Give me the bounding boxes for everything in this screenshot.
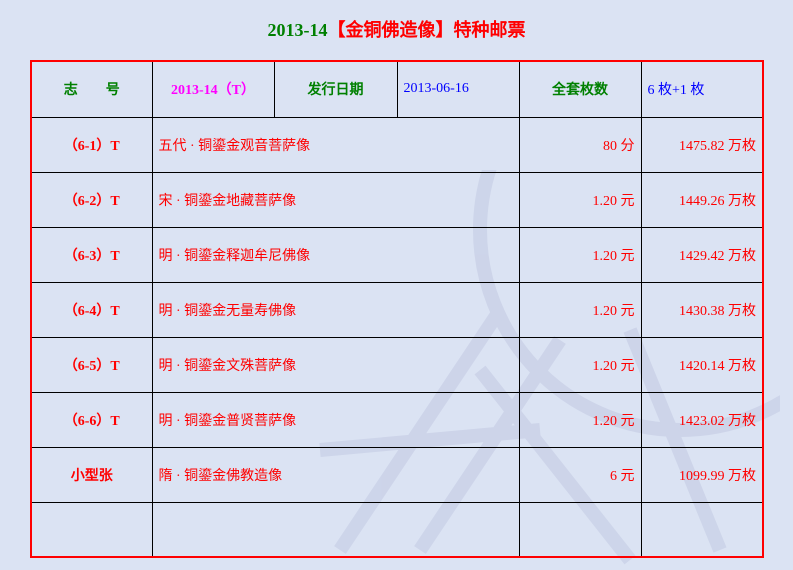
issue-id: 2013-14（T） [151, 61, 275, 118]
stamp-table: 志 号 2013-14（T） 发行日期 2013-06-16 全套枚数 6 枚+… [30, 60, 764, 558]
stamp-no: （6-5）T [31, 336, 153, 393]
set-count: 6 枚+1 枚 [640, 61, 763, 118]
stamp-no: （6-4）T [31, 281, 153, 338]
face-value: 1.20 元 [518, 336, 642, 393]
table-row-partial [31, 501, 763, 558]
stamp-no: （6-2）T [31, 171, 153, 228]
face-value: 1.20 元 [518, 226, 642, 283]
page-title: 2013-14【金铜佛造像】特种邮票 [0, 16, 793, 42]
table-row: 小型张隋 · 铜鎏金佛教造像 6 元 1099.99 万枚 [31, 446, 763, 503]
stamp-name: 明 · 铜鎏金释迦牟尼佛像 [151, 226, 520, 283]
stamp-no: 小型张 [31, 446, 153, 503]
table-row: （6-1）T 五代 · 铜鎏金观音菩萨像 80 分 1475.82 万枚 [31, 116, 763, 173]
issue-quantity: 1449.26 万枚 [640, 171, 763, 228]
issue-quantity: 1420.14 万枚 [640, 336, 763, 393]
issue-quantity: 1099.99 万枚 [640, 446, 763, 503]
header-row: 志 号 2013-14（T） 发行日期 2013-06-16 全套枚数 6 枚+… [31, 61, 763, 118]
issue-quantity: 1430.38 万枚 [640, 281, 763, 338]
stamp-name: 明 · 铜鎏金无量寿佛像 [151, 281, 520, 338]
label-count: 全套枚数 [518, 61, 642, 118]
stamp-name: 明 · 铜鎏金普贤菩萨像 [151, 391, 520, 448]
face-value: 80 分 [518, 116, 642, 173]
stamp-name: 五代 · 铜鎏金观音菩萨像 [151, 116, 520, 173]
stamp-name: 宋 · 铜鎏金地藏菩萨像 [151, 171, 520, 228]
table-row: （6-5）T 明 · 铜鎏金文殊菩萨像 1.20 元 1420.14 万枚 [31, 336, 763, 393]
face-value: 1.20 元 [518, 391, 642, 448]
label-id: 志 号 [31, 61, 153, 118]
stamp-no: （6-1）T [31, 116, 153, 173]
title-issue: 2013-14 [267, 20, 328, 40]
stamp-no: （6-3）T [31, 226, 153, 283]
table-row: （6-6）T 明 · 铜鎏金普贤菩萨像 1.20 元 1423.02 万枚 [31, 391, 763, 448]
table-row: （6-3）T 明 · 铜鎏金释迦牟尼佛像 1.20 元 1429.42 万枚 [31, 226, 763, 283]
table-row: （6-2）T 宋 · 铜鎏金地藏菩萨像 1.20 元 1449.26 万枚 [31, 171, 763, 228]
face-value: 1.20 元 [518, 171, 642, 228]
table-row: （6-4）T 明 · 铜鎏金无量寿佛像 1.20 元 1430.38 万枚 [31, 281, 763, 338]
stamp-name: 明 · 铜鎏金文殊菩萨像 [151, 336, 520, 393]
issue-quantity: 1429.42 万枚 [640, 226, 763, 283]
face-value: 6 元 [518, 446, 642, 503]
issue-quantity: 1475.82 万枚 [640, 116, 763, 173]
stamp-no: （6-6）T [31, 391, 153, 448]
issue-date: 2013-06-16 [396, 61, 520, 118]
stamp-name: 隋 · 铜鎏金佛教造像 [151, 446, 520, 503]
issue-quantity: 1423.02 万枚 [640, 391, 763, 448]
title-name: 【金铜佛造像】特种邮票 [327, 20, 526, 40]
face-value: 1.20 元 [518, 281, 642, 338]
label-date: 发行日期 [273, 61, 398, 118]
